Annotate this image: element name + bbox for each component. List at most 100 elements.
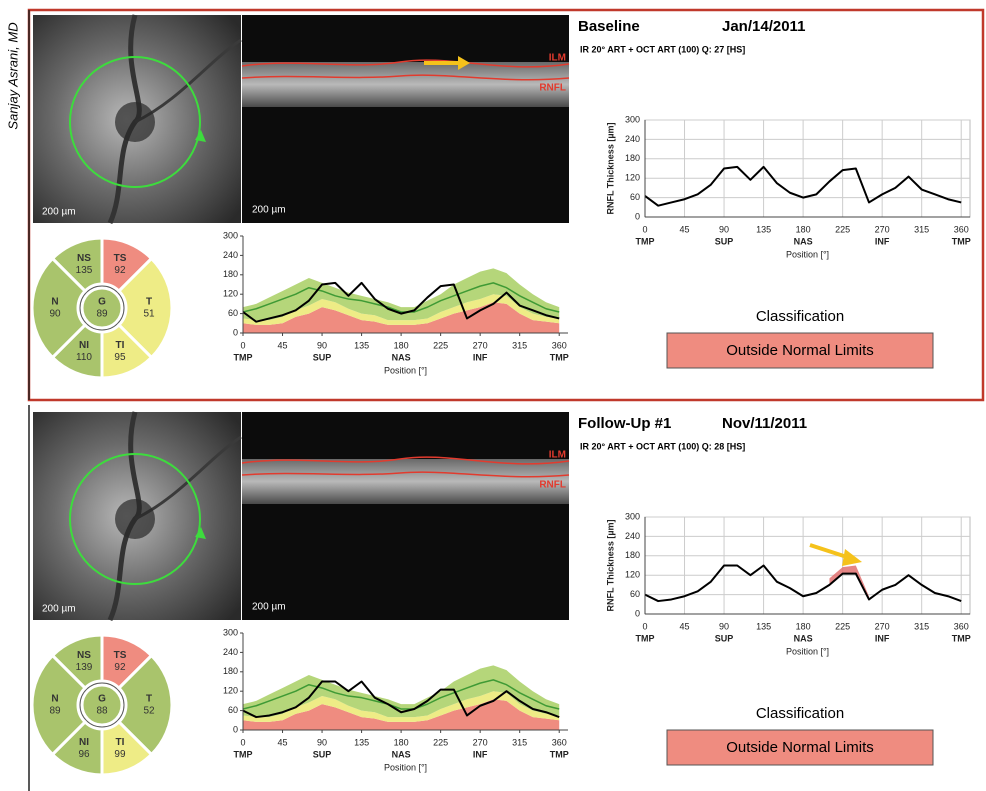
sector-value: 92	[114, 662, 126, 673]
x-tick-label: 135	[756, 224, 771, 234]
region-label: TMP	[234, 352, 253, 362]
y-tick-label: 0	[233, 327, 238, 337]
sector-name: TS	[114, 650, 127, 661]
region-label: INF	[875, 236, 890, 246]
region-label: TMP	[234, 749, 253, 759]
scan-label: Follow-Up #1	[578, 415, 671, 432]
oct-image	[242, 412, 569, 620]
region-label: SUP	[715, 236, 734, 246]
region-label: SUP	[715, 633, 734, 643]
y-tick-label: 180	[223, 269, 238, 279]
x-axis-label: Position [°]	[786, 646, 829, 656]
classification-result: Outside Normal Limits	[726, 739, 874, 756]
region-label: INF	[473, 749, 488, 759]
region-label: SUP	[313, 749, 332, 759]
ilm-label: ILM	[549, 53, 566, 64]
y-tick-label: 0	[635, 608, 640, 618]
classification-title: Classification	[756, 705, 844, 722]
x-axis-label: Position [°]	[384, 762, 427, 772]
region-label: SUP	[313, 352, 332, 362]
x-tick-label: 0	[642, 621, 647, 631]
sector-name: T	[146, 694, 152, 705]
x-tick-label: 90	[719, 621, 729, 631]
x-tick-label: 270	[875, 621, 890, 631]
x-tick-label: 315	[914, 224, 929, 234]
region-label: TMP	[952, 633, 971, 643]
sector-name: NS	[77, 253, 91, 264]
region-label: INF	[875, 633, 890, 643]
sector-value: 110	[76, 352, 92, 363]
region-label: NAS	[794, 633, 813, 643]
author: Sanjay Asrani, MD	[5, 22, 20, 129]
x-tick-label: 180	[394, 737, 409, 747]
region-label: INF	[473, 352, 488, 362]
scale-label: 200 µm	[42, 604, 76, 615]
region-label: TMP	[952, 236, 971, 246]
y-tick-label: 300	[223, 627, 238, 637]
x-tick-label: 360	[954, 621, 969, 631]
sector-name: NI	[79, 340, 89, 351]
sector-name: NS	[77, 650, 91, 661]
y-tick-label: 300	[625, 511, 640, 521]
x-tick-label: 90	[317, 737, 327, 747]
x-tick-label: 135	[354, 340, 369, 350]
y-tick-label: 180	[223, 666, 238, 676]
x-tick-label: 45	[680, 621, 690, 631]
sector-name: TI	[116, 737, 125, 748]
y-tick-label: 60	[630, 589, 640, 599]
optic-disc	[115, 102, 155, 142]
sector-value: 96	[78, 749, 90, 760]
sector-name: G	[98, 694, 106, 705]
oct-image	[242, 15, 569, 223]
y-tick-label: 0	[635, 211, 640, 221]
scan-label: Baseline	[578, 18, 640, 35]
x-tick-label: 225	[835, 224, 850, 234]
report: Sanjay Asrani, MD 200 µm ILM RNFL 200 µm Bas…	[0, 0, 986, 791]
rnfl-label: RNFL	[539, 480, 566, 491]
y-tick-label: 60	[228, 705, 238, 715]
sector-name: TS	[114, 253, 127, 264]
region-label: NAS	[392, 749, 411, 759]
y-tick-label: 0	[233, 724, 238, 734]
ilm-label: ILM	[549, 450, 566, 461]
optic-disc	[115, 499, 155, 539]
region-label: NAS	[794, 236, 813, 246]
y-tick-label: 240	[625, 134, 640, 144]
scan-info: IR 20° ART + OCT ART (100) Q: 27 [HS]	[580, 44, 745, 54]
x-axis-label: Position [°]	[786, 249, 829, 259]
sector-name: NI	[79, 737, 89, 748]
scale-label: 200 µm	[252, 602, 286, 613]
y-tick-label: 300	[625, 114, 640, 124]
sector-value: 51	[143, 309, 155, 320]
sector-name: N	[51, 694, 58, 705]
y-tick-label: 120	[223, 686, 238, 696]
x-axis-label: Position [°]	[384, 365, 427, 375]
scale-label: 200 µm	[252, 205, 286, 216]
sector-name: T	[146, 297, 152, 308]
y-tick-label: 60	[228, 308, 238, 318]
x-tick-label: 315	[914, 621, 929, 631]
x-tick-label: 270	[473, 737, 488, 747]
y-tick-label: 300	[223, 230, 238, 240]
sector-name: N	[51, 297, 58, 308]
x-tick-label: 45	[680, 224, 690, 234]
x-tick-label: 90	[719, 224, 729, 234]
y-tick-label: 60	[630, 192, 640, 202]
sector-value: 92	[114, 265, 126, 276]
classification-result: Outside Normal Limits	[726, 342, 874, 359]
sector-value: 52	[143, 706, 155, 717]
x-tick-label: 45	[278, 340, 288, 350]
sector-value: 89	[96, 309, 108, 320]
region-label: TMP	[550, 749, 569, 759]
x-tick-label: 270	[473, 340, 488, 350]
x-tick-label: 360	[552, 340, 567, 350]
y-tick-label: 180	[625, 153, 640, 163]
x-tick-label: 225	[433, 340, 448, 350]
y-tick-label: 120	[223, 289, 238, 299]
oct-layers	[242, 62, 569, 107]
oct-layers	[242, 459, 569, 504]
y-tick-label: 240	[223, 250, 238, 260]
y-axis-label: RNFL Thickness [µm]	[605, 122, 615, 214]
region-label: TMP	[636, 633, 655, 643]
x-tick-label: 225	[835, 621, 850, 631]
